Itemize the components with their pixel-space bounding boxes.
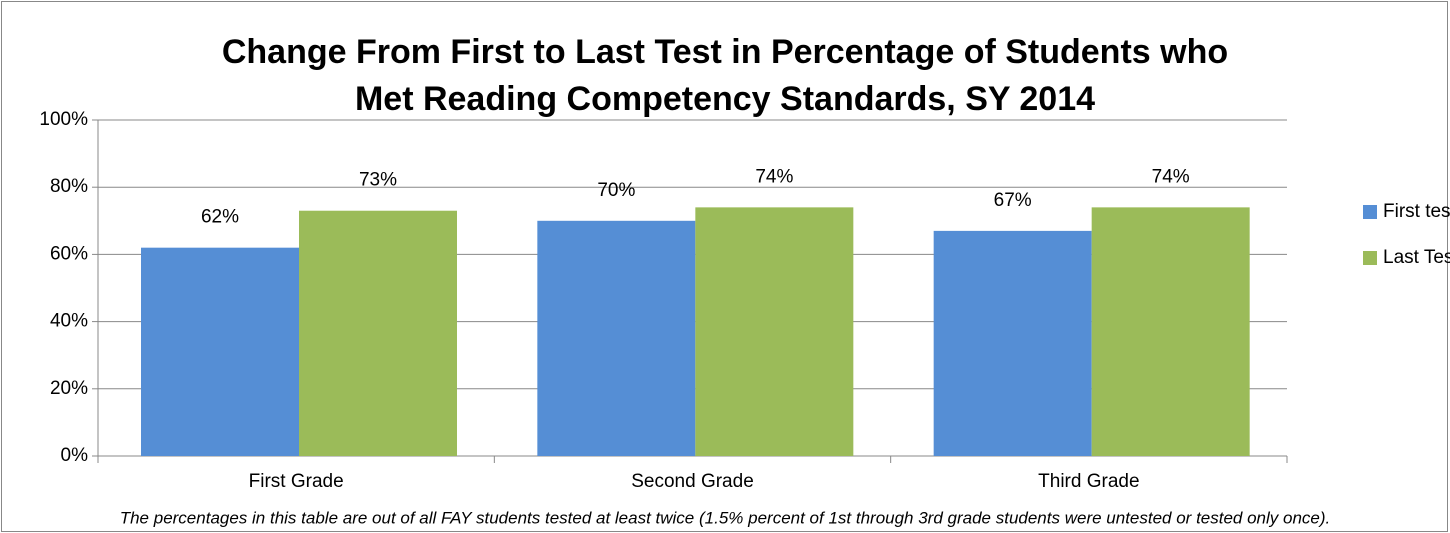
chart-title: Change From First to Last Test in Percen… <box>222 33 1228 71</box>
bar <box>695 207 854 456</box>
legend-swatch <box>1363 205 1377 219</box>
bar <box>141 247 299 456</box>
footnote: The percentages in this table are out of… <box>120 508 1331 527</box>
data-label: 70% <box>597 180 635 201</box>
data-label: 74% <box>1152 166 1190 187</box>
y-tick-label: 40% <box>50 311 88 332</box>
legend-label: Last Test <box>1383 247 1450 268</box>
data-label: 74% <box>755 166 793 187</box>
bar <box>1091 207 1250 456</box>
data-label: 73% <box>359 170 397 191</box>
legend-swatch <box>1363 251 1377 265</box>
y-tick-label: 20% <box>50 378 88 399</box>
x-tick-label: First Grade <box>249 471 344 492</box>
x-tick-label: Second Grade <box>631 471 754 492</box>
bar <box>299 210 457 456</box>
bar <box>933 230 1092 456</box>
y-tick-label: 100% <box>39 109 88 130</box>
bar <box>537 220 696 456</box>
data-label: 67% <box>994 190 1032 211</box>
chart-title: Met Reading Competency Standards, SY 201… <box>355 80 1095 118</box>
y-tick-label: 0% <box>61 445 89 466</box>
legend-label: First test <box>1383 201 1450 222</box>
x-tick-label: Third Grade <box>1038 471 1139 492</box>
data-label: 62% <box>201 207 239 228</box>
y-tick-label: 80% <box>50 176 88 197</box>
y-tick-label: 60% <box>50 243 88 264</box>
